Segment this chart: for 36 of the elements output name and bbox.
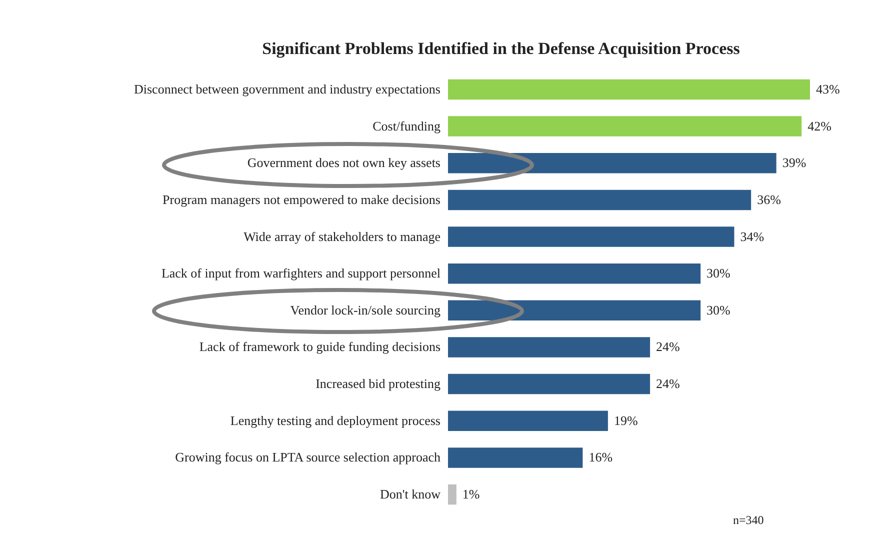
data-label: 1% [462,486,480,502]
y-tick-label: Wide array of stakeholders to manage [244,228,441,244]
data-label: 24% [656,339,680,354]
y-tick-label: Lack of framework to guide funding decisions [199,339,440,354]
y-tick-label: Lack of input from warfighters and support personnel [161,266,441,281]
y-tick-label: Cost/funding [372,118,441,134]
bar [448,116,802,136]
bar [448,448,583,468]
y-tick-label: Lengthy testing and deployment process [230,412,440,428]
data-label: 19% [614,412,638,428]
bar [448,484,456,505]
y-tick-label: Disconnect between government and industry expectations [134,81,440,96]
data-label: 43% [816,81,840,96]
data-label: 24% [656,376,680,392]
bar [448,337,650,358]
chart-title: Significant Problems Identified in the Defense Acquisition Process [262,39,740,58]
y-tick-label: Government does not own key assets [247,155,440,170]
y-tick-label: Program managers not empowered to make decisions [162,192,440,207]
bar [448,374,650,394]
y-tick-label: Don't know [380,486,442,502]
data-label: 16% [588,450,613,465]
data-label: 30% [706,302,731,318]
text: n=340 [733,513,764,527]
data-label: 34% [740,228,764,244]
y-tick-label: Growing focus on LPTA source selection approach [175,450,441,465]
y-tick-label: Vendor lock-in/sole sourcing [290,302,441,318]
bar [448,190,752,210]
data-label: 42% [808,118,832,134]
data-label: 36% [757,192,782,207]
y-tick-label: Increased bid protesting [316,376,441,392]
bar [448,226,734,247]
data-label: 39% [782,155,806,170]
bar [448,79,810,100]
bar [448,263,701,284]
bar [448,410,608,431]
data-label: 30% [706,266,731,281]
